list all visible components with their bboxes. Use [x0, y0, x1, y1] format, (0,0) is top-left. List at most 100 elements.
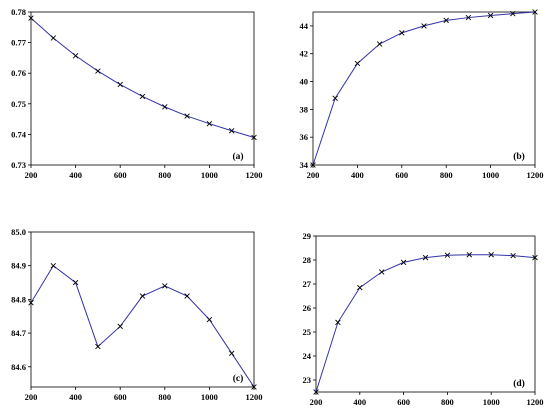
data-point [139, 293, 146, 299]
data-point [335, 319, 341, 326]
y-tick-label: 0.73 [11, 160, 26, 170]
data-point [465, 14, 472, 21]
data-point [488, 252, 494, 258]
y-tick-label: 36 [300, 132, 309, 142]
y-tick-label: 84.7 [11, 328, 27, 338]
data-point [466, 252, 473, 258]
data-point [139, 93, 146, 100]
data-point [95, 68, 101, 74]
y-tick-label: 0.77 [11, 38, 27, 48]
data-point [50, 262, 57, 269]
panel-label: (d) [513, 378, 525, 389]
y-tick-label: 44 [300, 21, 309, 31]
panel-label: (c) [233, 373, 244, 384]
data-point [532, 254, 538, 261]
x-tick-label: 1000 [201, 170, 218, 180]
series-line [30, 264, 255, 388]
data-point [354, 60, 361, 67]
data-point [310, 162, 316, 168]
data-point [399, 30, 405, 36]
data-point [378, 269, 385, 275]
y-tick-label: 24 [303, 351, 312, 361]
x-tick-label: 200 [25, 392, 38, 402]
data-point [72, 53, 79, 59]
x-tick-label: 800 [441, 397, 454, 407]
x-tick-label: 1200 [527, 397, 544, 407]
data-point [444, 252, 451, 258]
data-point [95, 343, 101, 350]
y-tick-label: 0.75 [11, 99, 26, 109]
data-point [162, 283, 168, 289]
x-tick-label: 200 [25, 170, 38, 180]
data-point [72, 279, 79, 286]
x-tick-label: 600 [114, 170, 127, 180]
x-tick-label: 400 [353, 397, 366, 407]
x-tick-label: 1000 [201, 392, 218, 402]
y-tick-label: 42 [300, 49, 309, 59]
x-tick-label: 1000 [483, 397, 500, 407]
series-line [315, 254, 536, 393]
data-point [400, 259, 407, 266]
y-tick-label: 23 [303, 375, 312, 385]
x-tick-label: 200 [307, 170, 320, 180]
x-tick-label: 400 [69, 392, 82, 402]
data-point [510, 10, 516, 17]
series-line [30, 17, 255, 138]
y-tick-label: 85.0 [11, 227, 26, 237]
panel-label: (a) [232, 151, 243, 162]
data-point [357, 284, 363, 291]
y-tick-label: 28 [303, 255, 312, 265]
chart-panel: 200 400 600 800 1000 1200 0.73 0.74 0.75 0.76 0.77… [11, 7, 262, 180]
x-tick-label: 800 [158, 392, 171, 402]
y-tick-label: 0.76 [11, 68, 26, 78]
data-point [313, 389, 319, 395]
data-point [184, 293, 190, 299]
y-tick-label: 40 [300, 77, 309, 87]
x-tick-label: 1200 [527, 170, 544, 180]
plot-frame [315, 235, 536, 393]
data-point [332, 95, 338, 101]
data-point [251, 134, 257, 141]
data-point [28, 300, 34, 306]
panel-label: (b) [513, 151, 525, 162]
plot-frame [312, 11, 536, 166]
data-point [50, 35, 57, 41]
x-tick-label: 800 [440, 170, 453, 180]
y-tick-label: 27 [303, 279, 312, 289]
y-tick-label: 25 [303, 327, 312, 337]
y-tick-label: 84.9 [11, 261, 26, 271]
x-tick-label: 600 [114, 392, 127, 402]
data-point [206, 316, 213, 323]
x-tick-label: 600 [397, 397, 410, 407]
data-point [228, 128, 235, 134]
y-tick-label: 29 [303, 231, 312, 241]
data-point [532, 9, 538, 15]
chart-panel: 200 400 600 800 1000 1200 84.6 84.7 84.8 84.9 85.0… [11, 227, 262, 402]
plot-frame [30, 231, 255, 388]
x-tick-label: 400 [351, 170, 364, 180]
series-line [312, 11, 536, 166]
x-tick-label: 200 [310, 397, 323, 407]
y-tick-label: 26 [303, 303, 312, 313]
data-point [117, 323, 123, 330]
y-tick-label: 38 [300, 104, 309, 114]
chart-panel: 200 400 600 800 1000 1200 34 36 38 40 42 44 (b) [300, 9, 544, 180]
data-point [117, 81, 123, 88]
data-point [487, 12, 494, 19]
data-point [206, 120, 213, 127]
y-tick-label: 84.8 [11, 294, 26, 304]
x-tick-label: 1200 [246, 170, 263, 180]
data-point [510, 252, 516, 259]
data-point [162, 104, 168, 110]
y-tick-label: 0.74 [11, 129, 27, 139]
data-point [376, 41, 383, 47]
y-tick-label: 84.6 [11, 362, 26, 372]
data-point [421, 23, 427, 29]
data-point [228, 350, 235, 357]
x-tick-label: 1200 [246, 392, 263, 402]
data-point [251, 384, 257, 390]
y-tick-label: 0.78 [11, 7, 26, 17]
data-point [443, 17, 449, 24]
data-point [184, 113, 190, 119]
